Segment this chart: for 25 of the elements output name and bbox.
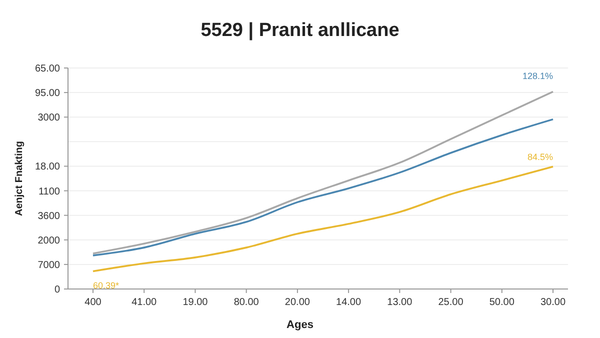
x-tick-label: 20.00: [284, 297, 310, 308]
x-tick-label: 41.00: [132, 297, 158, 308]
annotation: 60.39*: [93, 280, 120, 290]
category-label: 3600: [38, 210, 60, 222]
category-label: 2000: [38, 235, 60, 246]
y-axis-title: Aenjct Fnakting: [14, 140, 25, 216]
category-label: 0: [54, 284, 60, 296]
x-axis-title: Ages: [286, 319, 314, 331]
category-label: 18.00: [34, 162, 60, 173]
x-tick-label: 13.00: [387, 297, 413, 308]
x-tick-label: 19.00: [182, 297, 208, 308]
category-label: 95.00: [34, 88, 60, 100]
x-tick-label: 400: [84, 297, 102, 308]
category-label: 65.00: [34, 64, 60, 74]
category-label: 3000: [38, 112, 60, 124]
x-tick-label: 30.00: [540, 297, 566, 308]
x-tick-label: 25.00: [438, 297, 464, 308]
chart-title: 5529 | Pranit anllicane: [200, 20, 400, 41]
category-label: 1100: [38, 186, 60, 198]
x-tick-label: 80.00: [234, 297, 260, 308]
x-tick-label: 14.00: [336, 297, 362, 308]
annotation: 84.5%: [527, 152, 553, 162]
category-label: 7000: [38, 260, 60, 271]
text: 128.1%: [522, 70, 553, 81]
x-tick-label: 50.00: [489, 297, 515, 308]
